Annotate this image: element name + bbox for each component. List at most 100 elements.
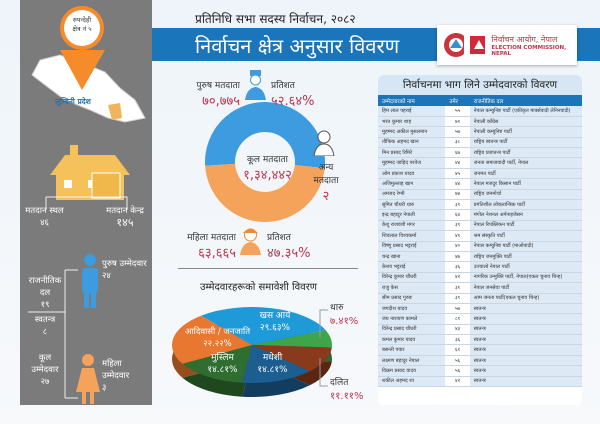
female-voters: ६३,६६५: [198, 246, 236, 261]
house-ballot-icon: [50, 145, 130, 200]
total-voters: १,३४,४४२: [243, 168, 292, 183]
candidate-party: नागरिक उन्मुक्ति पार्टी, नेपाल(एकल चुनाव…: [469, 272, 582, 284]
candidate-age: ४०: [445, 241, 470, 252]
divider: [178, 268, 358, 269]
candidate-party: नेपाली कम्युनिष्ट पार्टी: [469, 126, 582, 138]
candidate-age: ६७: [445, 147, 470, 159]
candidate-age: ३९: [445, 293, 470, 304]
female-candidates-label: महिला उम्मेदवार: [102, 359, 130, 381]
table-row: ओम प्रकाश यादव ४५ जनमत पार्टी: [378, 168, 582, 180]
candidate-age: ५६: [445, 365, 470, 377]
candidate-name: विरेन्द्र प्रसाद चौधरी: [378, 324, 446, 336]
candidate-name: बसन्ती पवार: [378, 344, 446, 356]
candidate-party: स्वतन्त्र: [469, 334, 582, 346]
table-row: चन्द्र खाना ४७ राष्ट्रिय जनमुक्ति पार्टी: [378, 251, 582, 263]
donut-segment-male: [205, 102, 325, 169]
ec-flag-icon: [470, 36, 486, 54]
pie-callout-lines: [319, 309, 328, 387]
table-row: जय नारायण कामले ८१ स्वतन्त्र: [378, 313, 582, 325]
male-voters: ७०,७७५: [202, 94, 240, 109]
candidate-party: स्वतन्त्र: [469, 376, 582, 388]
candidate-name: सीम प्रसाद गुरुङ: [378, 293, 446, 304]
candidate-age: ६४: [445, 209, 470, 221]
district-highlight: [108, 103, 122, 120]
candidate-party: जनमत पार्टी: [469, 168, 582, 180]
table-row: अमजद रेग्मी ७४ राष्ट्रिय जनमोर्चा: [378, 189, 582, 201]
other-voters: २: [322, 189, 330, 204]
left-graphics: [28, 6, 146, 404]
slice-label-muslim: मुस्लिम: [211, 353, 234, 363]
candidate-name: अमजद रेग्मी: [378, 189, 446, 201]
table-row: विक्रम प्रसाद यादव ५६ स्वतन्त्र: [378, 365, 582, 377]
pie-slice: [172, 315, 252, 364]
inclusion-title: उम्मेदवारहरूको समावेशी विवरण: [200, 282, 318, 293]
candidate-name: तौफिक अहमद खान: [378, 137, 446, 149]
inclusion-pie-chart: [172, 307, 332, 397]
candidate-age: ४४: [445, 157, 470, 169]
female-voter-icon: [240, 228, 261, 255]
slice-label-madhesi: मधेशी: [262, 353, 283, 363]
female-pct-label: प्रतिशत: [267, 233, 291, 243]
voter-donut-chart: [205, 102, 325, 222]
candidate-name: भरत कुमार शाह: [378, 116, 446, 128]
polling-center-value: १४५: [116, 216, 134, 229]
slice-label-tharu: थारु: [330, 303, 344, 313]
slice-label-dalit: दलित: [330, 378, 349, 388]
female-candidates: ३: [102, 383, 107, 393]
candidate-party: स्वतन्त्र: [469, 303, 582, 315]
table-row: विरेन्द्र कुमार चौधरी ४२ नागरिक उन्मुक्ति …: [378, 272, 582, 284]
candidate-name: केशव भट्टराई: [378, 261, 446, 273]
candidate-party: स्वतन्त्र: [469, 324, 582, 336]
candidate-party: नेपाल कम्युनिष्ट पार्टी (माओवादी): [469, 241, 582, 252]
candidate-party: श्रम संस्कृति पार्टी: [469, 230, 582, 242]
candidate-name: विष्णु प्रसाद भट्टराई: [378, 241, 446, 252]
candidate-party: नेपाल जनसेवा पार्टी: [469, 282, 582, 294]
candidate-party: राष्ट्रिय प्रजातन्त्र पार्टी: [469, 147, 582, 159]
candidate-age: ४७: [445, 251, 470, 263]
table-row: शिवलाल विश्वकर्मा ४१ श्रम संस्कृति पार्टी: [378, 230, 582, 242]
slice-label-adivasi: आदिवासी / जनजाति: [184, 327, 251, 337]
candidate-party: नेपाल रिपब्लिकन पार्टी: [469, 220, 582, 232]
independent-count: ८: [42, 327, 48, 337]
candidate-age: ३८: [445, 137, 470, 149]
candidate-age: ३१: [445, 282, 470, 294]
table-row: कमल कुमार यादव ३६ स्वतन्त्र: [378, 334, 582, 346]
candidates-table: उम्मेदवारको नाम उमेर राजनीतिक दल हिम लाल प…: [378, 95, 582, 388]
candidate-name: मुहम्मद अकील मुसलमान: [378, 126, 446, 138]
logo-text-en: ELECTION COMMISSION, NEPAL: [491, 44, 567, 57]
slice-pct-khas-arya: २९.६३%: [259, 323, 291, 333]
female-pct: ४७.३५%: [267, 246, 311, 261]
candidates-table-title: निर्वाचनमा भाग लिने उम्मेदवारको विवरण: [378, 75, 582, 95]
page-title: निर्वाचन क्षेत्र अनुसार विवरण: [195, 34, 400, 58]
constituency-number: क्षेत्र नं ५: [72, 25, 92, 33]
table-row: मिन प्रसाद रिमिरे ६७ राष्ट्रिय प्रजातन्त्र…: [378, 147, 582, 159]
table-row: भरत कुमार शाह ७१ नेपाली काँग्रेस: [378, 116, 582, 128]
candidate-party: राष्ट्रिय जनमुक्ति पार्टी: [469, 251, 582, 263]
total-candidates-label: कूल उम्मेदवार: [31, 353, 59, 375]
candidate-name: अजिमुल्लाह खान: [378, 178, 446, 190]
other-voters-label: अन्य मतदाता: [313, 163, 339, 186]
district-name: रुपन्देही: [72, 16, 92, 24]
table-row: राजु केस ३१ नेपाल जनसेवा पार्टी: [378, 282, 582, 294]
pie-slice: [201, 307, 326, 345]
table-row: मुहम्मद अकील मुसलमान ५७ नेपाली कम्युनिष्ट …: [378, 126, 582, 138]
candidate-name: मिन प्रसाद रिमिरे: [378, 147, 446, 159]
polling-center-label: मतदान केन्द्र: [106, 206, 144, 216]
candidate-age: ४१: [445, 230, 470, 242]
candidate-age: ५५: [445, 106, 470, 117]
candidate-party: नेपाली काँग्रेस: [469, 116, 582, 128]
table-row: अजिमुल्लाह खान ४४ नेपाल मजदुर किसान पार्टी: [378, 178, 582, 190]
col-age: उमेर: [445, 95, 470, 106]
province-label: लुम्बिनी प्रदेश: [55, 97, 91, 106]
candidate-party: आम जनता पार्टी(एकल चुनाव चिन्ह): [469, 293, 582, 304]
candidate-age: ३१: [445, 199, 470, 211]
candidate-name: शकील अहमद शा: [378, 376, 446, 388]
candidate-age: ५७: [445, 303, 470, 315]
candidate-age: ७४: [445, 189, 470, 201]
total-voters-label: कूल मतदाता: [247, 155, 288, 165]
candidate-name: कमल कुमार यादव: [378, 334, 446, 346]
candidate-party: प्रगतिशील लोकतान्त्रिक पार्टी: [469, 199, 582, 211]
candidate-name: जय नारायण कामले: [378, 313, 446, 325]
table-row: केशु राजवंशी मगर ३९ नेपाल रिपब्लिकन पार्टी: [378, 220, 582, 232]
party-label: राजनीतिक दल: [28, 276, 62, 298]
